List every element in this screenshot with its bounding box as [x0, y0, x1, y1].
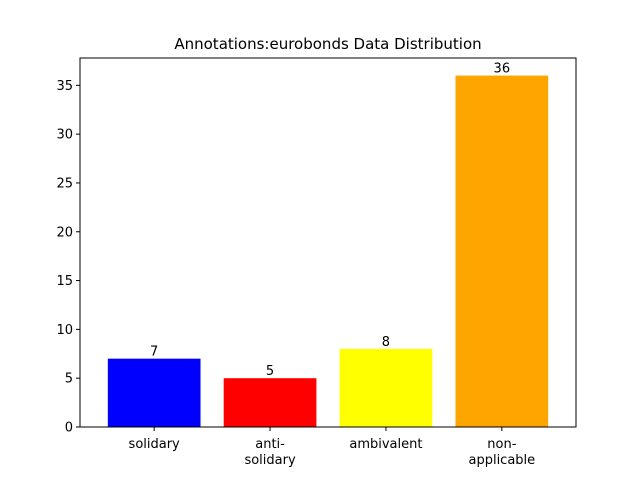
y-tick-label-5: 25 [56, 176, 73, 191]
x-tick-label-0-0: solidary [129, 437, 181, 452]
data-label-1: 5 [266, 364, 274, 379]
x-tick-label-1-1: solidary [244, 453, 296, 468]
y-tick-label-1: 5 [65, 372, 73, 387]
y-tick-label-0: 0 [65, 421, 73, 436]
bar-0 [107, 358, 201, 427]
data-label-3: 36 [494, 62, 511, 77]
bar-2 [339, 348, 433, 427]
y-tick-label-3: 15 [56, 274, 73, 289]
chart-title: Annotations:eurobonds Data Distribution [174, 35, 481, 53]
y-tick-label-6: 30 [56, 128, 73, 143]
y-tick-label-2: 10 [56, 323, 73, 338]
bar-3 [455, 75, 549, 428]
y-tick-label-4: 20 [56, 225, 73, 240]
x-tick-label-3-1: applicable [468, 453, 535, 468]
bar-1 [223, 378, 317, 427]
x-tick-label-1-0: anti- [255, 437, 285, 452]
axes-frame [79, 57, 577, 428]
x-tick-label-3-0: non- [487, 437, 516, 452]
data-label-2: 8 [382, 335, 390, 350]
x-tick-label-2-0: ambivalent [349, 437, 422, 452]
data-label-0: 7 [150, 345, 158, 360]
y-tick-label-7: 35 [56, 79, 73, 94]
